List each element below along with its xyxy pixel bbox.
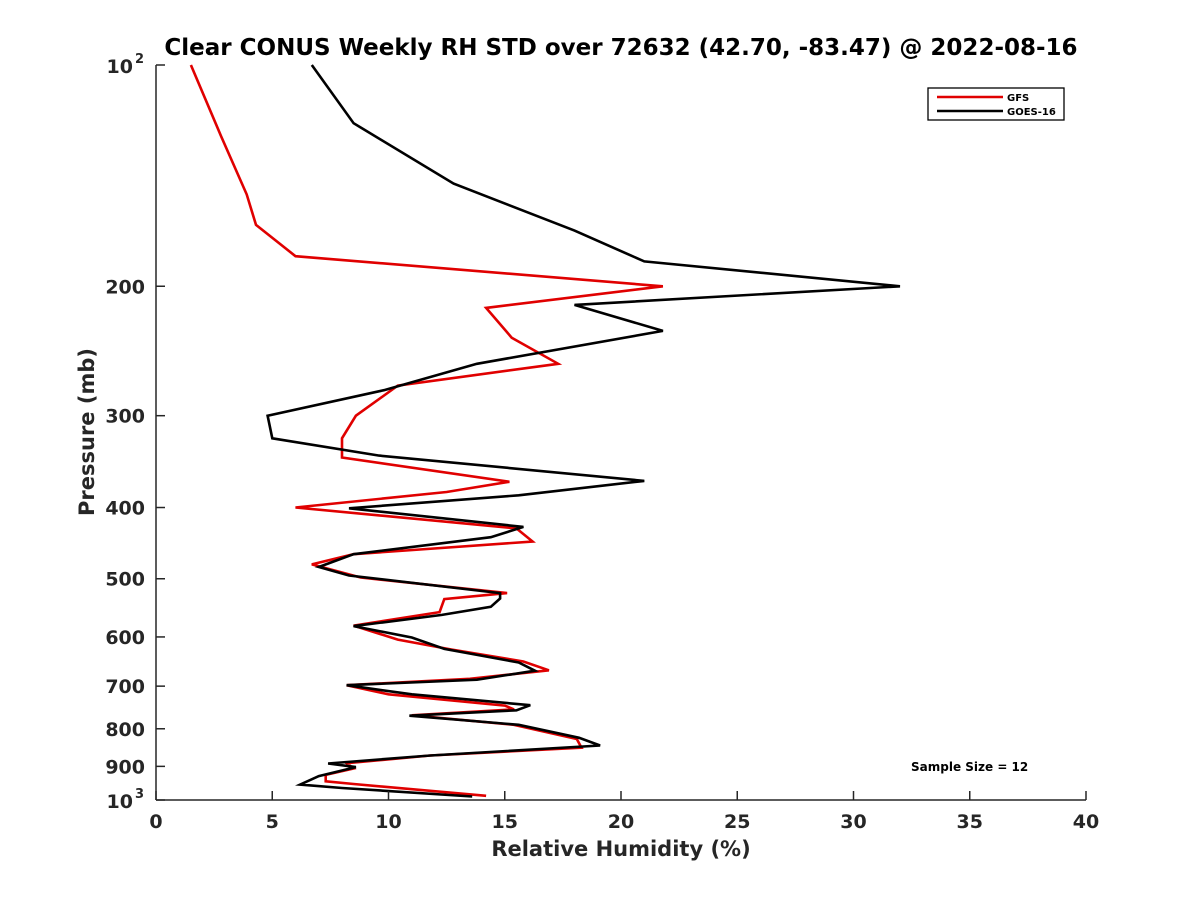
- x-tick-label: 15: [492, 811, 518, 833]
- x-axis-ticks: 0 5 10 15 20 25 30 35 40: [149, 791, 1099, 833]
- x-tick-label: 25: [724, 811, 750, 833]
- plot-area: [189, 64, 901, 798]
- legend: GFS GOES-16: [927, 87, 1065, 121]
- y-tick-label: 700: [105, 676, 145, 698]
- y-tick-label: 300: [105, 406, 145, 428]
- x-tick-label: 10: [375, 811, 401, 833]
- x-axis-title: Relative Humidity (%): [491, 837, 750, 861]
- y-tick-label: 10: [107, 56, 133, 78]
- x-tick-label: 0: [149, 811, 162, 833]
- y-tick-label: 800: [105, 719, 145, 741]
- y-tick-label: 500: [105, 569, 145, 591]
- x-tick-label: 20: [608, 811, 634, 833]
- x-tick-label: 40: [1073, 811, 1099, 833]
- x-tick-label: 30: [840, 811, 866, 833]
- series-line-goes16: [266, 64, 901, 798]
- y-tick-label: 400: [105, 498, 145, 520]
- chart-title: Clear CONUS Weekly RH STD over 72632 (42…: [164, 35, 1077, 61]
- sample-size-annotation: Sample Size = 12: [911, 760, 1028, 774]
- y-tick-exponent: 2: [135, 52, 144, 67]
- legend-box: [927, 87, 1065, 121]
- legend-label-goes16: GOES-16: [1007, 107, 1056, 118]
- y-tick-label: 10: [107, 791, 133, 813]
- x-tick-label: 5: [266, 811, 279, 833]
- legend-label-gfs: GFS: [1007, 93, 1029, 104]
- x-tick-label: 35: [957, 811, 983, 833]
- y-tick-label: 900: [105, 756, 145, 778]
- y-tick-label: 200: [105, 276, 145, 298]
- y-tick-label: 600: [105, 627, 145, 649]
- y-axis-title: Pressure (mb): [75, 348, 99, 516]
- y-tick-exponent: 3: [135, 787, 144, 802]
- series-line-gfs: [189, 64, 664, 798]
